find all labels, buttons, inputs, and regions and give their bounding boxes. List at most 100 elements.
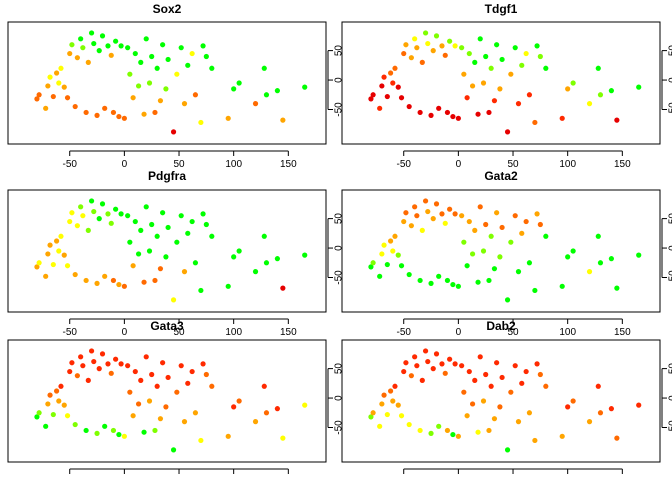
data-point	[209, 233, 215, 239]
data-point	[132, 50, 138, 57]
data-point	[491, 98, 498, 104]
data-point	[94, 430, 100, 436]
data-point	[154, 383, 160, 389]
data-point	[209, 383, 215, 389]
data-point	[141, 279, 147, 285]
data-point	[570, 248, 576, 254]
data-point	[406, 103, 412, 110]
data-point	[192, 260, 199, 266]
panel-title-dab2: Dab2	[486, 319, 516, 333]
data-point	[388, 70, 394, 76]
data-point	[559, 283, 565, 289]
data-point	[121, 433, 127, 439]
data-point	[534, 361, 540, 367]
points-pdgfra	[34, 198, 308, 303]
data-point	[483, 371, 489, 378]
data-point	[105, 211, 111, 217]
data-point	[108, 370, 114, 376]
data-point	[477, 36, 483, 42]
data-point	[565, 86, 571, 92]
data-point	[543, 65, 549, 71]
data-point	[160, 360, 166, 366]
data-point	[185, 380, 191, 386]
data-point	[570, 80, 576, 86]
data-point	[274, 406, 280, 412]
data-point	[466, 50, 472, 57]
data-point	[118, 43, 124, 49]
data-point	[178, 213, 184, 219]
data-point	[559, 433, 565, 439]
data-point	[138, 377, 144, 383]
points-gata3	[34, 348, 308, 453]
data-point	[414, 45, 420, 51]
data-point	[526, 92, 533, 98]
panel-pdgfra: Pdgfra -50 0 50 100 150 -50 0 50	[7, 169, 345, 338]
data-point	[395, 252, 401, 258]
x-tick-label-sox2: 0	[122, 159, 128, 170]
data-point	[381, 74, 387, 80]
data-point	[480, 398, 487, 404]
data-point	[519, 230, 525, 236]
points-dab2	[368, 348, 642, 453]
data-point	[392, 233, 398, 239]
data-point	[110, 277, 117, 284]
data-point	[419, 59, 425, 65]
data-point	[534, 211, 540, 217]
data-point	[163, 254, 169, 260]
data-point	[597, 260, 604, 266]
y-tick-label-pdgfra: -50	[334, 270, 345, 285]
data-point	[34, 414, 40, 420]
data-point	[395, 402, 401, 408]
data-point	[388, 238, 394, 244]
data-point	[45, 251, 51, 257]
data-point	[488, 383, 494, 389]
data-point	[417, 277, 423, 284]
data-point	[165, 374, 171, 381]
points-tdgf1	[368, 30, 642, 135]
data-point	[419, 227, 425, 233]
data-point	[56, 248, 62, 254]
data-point	[447, 356, 453, 362]
data-point	[444, 277, 451, 284]
x-tick-label-sox2: 100	[225, 159, 242, 170]
data-point	[483, 53, 489, 60]
data-point	[181, 419, 188, 425]
data-point	[263, 92, 270, 98]
data-point	[390, 80, 396, 86]
data-point	[433, 33, 440, 39]
data-point	[370, 92, 376, 98]
data-point	[414, 213, 420, 219]
data-point	[436, 423, 442, 429]
data-point	[447, 206, 453, 212]
data-point	[146, 398, 153, 404]
data-point	[36, 410, 42, 416]
data-point	[83, 277, 89, 284]
data-point	[231, 254, 237, 260]
data-point	[203, 221, 209, 228]
data-point	[165, 56, 171, 63]
data-point	[64, 95, 71, 101]
x-tick-label-tdgf1: -50	[396, 159, 411, 170]
data-point	[475, 279, 481, 285]
data-point	[209, 65, 215, 71]
data-point	[143, 36, 149, 42]
data-point	[72, 103, 78, 110]
y-tick-label-gata2: 0	[668, 245, 672, 251]
data-point	[130, 413, 136, 419]
data-point	[160, 42, 166, 48]
data-point	[595, 233, 601, 239]
data-point	[636, 84, 642, 90]
data-point	[595, 65, 601, 71]
data-point	[261, 233, 267, 239]
data-point	[532, 119, 538, 126]
data-point	[459, 45, 465, 51]
data-point	[47, 242, 53, 248]
data-point	[263, 410, 270, 416]
data-point	[121, 115, 127, 121]
data-point	[595, 383, 601, 389]
data-point	[121, 283, 127, 289]
data-point	[302, 84, 308, 90]
data-point	[406, 421, 412, 428]
data-point	[381, 392, 387, 398]
data-point	[181, 101, 188, 107]
